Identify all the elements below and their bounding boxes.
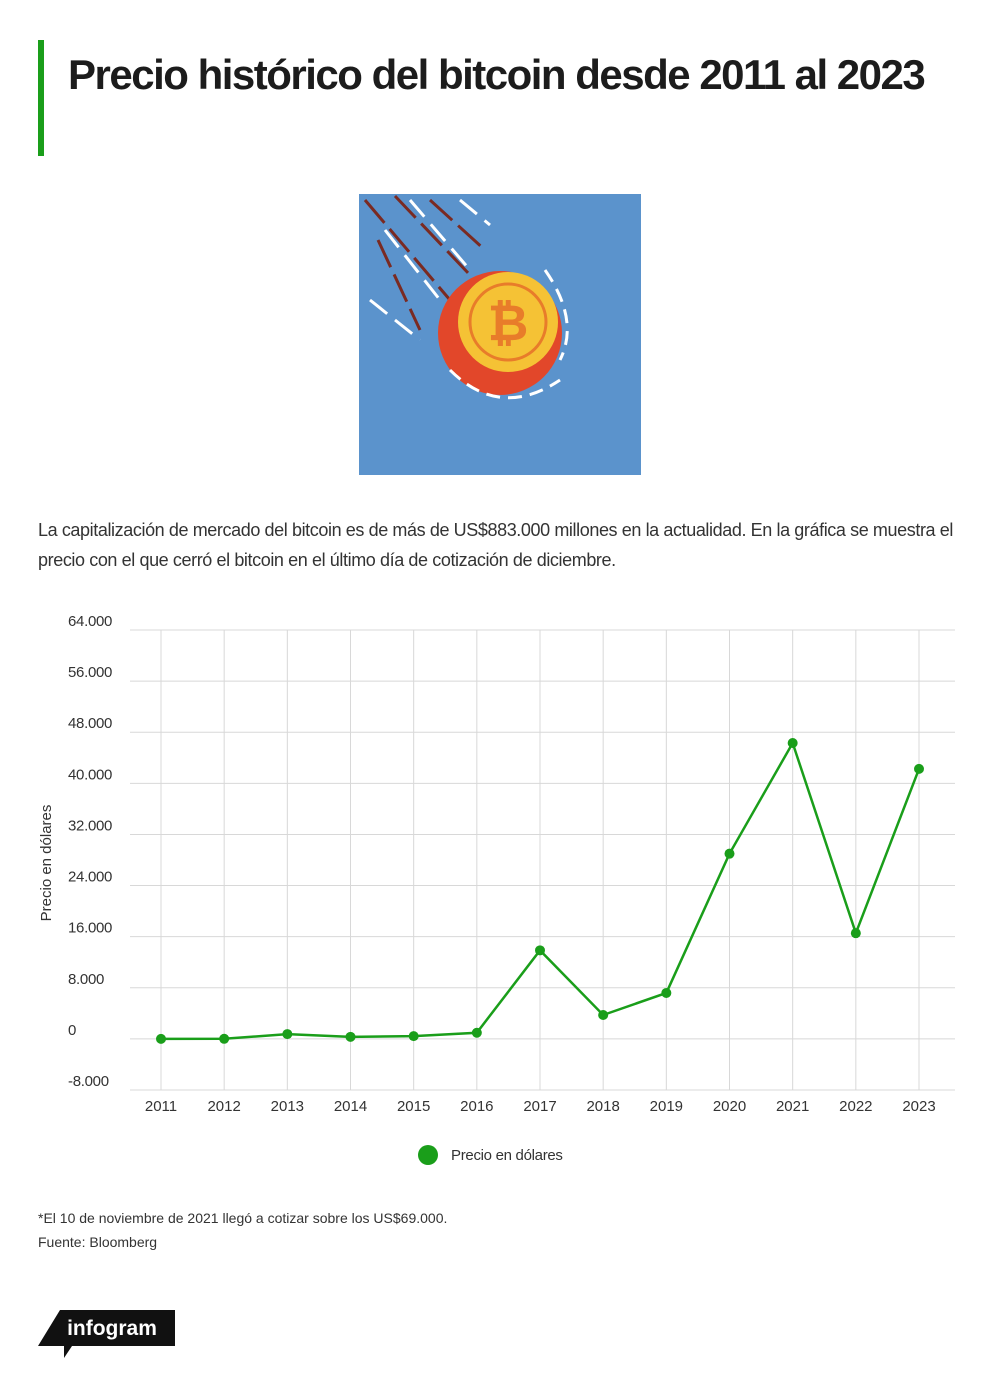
title-box: Precio histórico del bitcoin desde 2011 …: [68, 51, 926, 98]
logo-text: infogram: [67, 1317, 157, 1340]
x-tick-label: 2015: [397, 1098, 430, 1115]
legend-label: Precio en dólares: [451, 1147, 563, 1164]
y-tick-label: 16.000: [68, 920, 112, 937]
x-tick-label: 2011: [145, 1098, 177, 1115]
x-tick-label: 2017: [523, 1098, 556, 1115]
y-tick-label: 32.000: [68, 817, 112, 834]
data-point: [661, 987, 672, 998]
data-point: [345, 1031, 356, 1042]
source: Fuente: Bloomberg: [38, 1234, 157, 1250]
description: La capitalización de mercado del bitcoin…: [38, 520, 953, 570]
x-tick-label: 2012: [207, 1098, 240, 1115]
data-point: [156, 1033, 166, 1044]
y-axis-label: Precio en dólares: [38, 805, 55, 922]
chart: -8.000 0 8.000 16.000 24.000 32.000 40.000 48.0…: [38, 613, 955, 1165]
data-point: [535, 945, 545, 956]
x-tick-label: 2019: [650, 1098, 683, 1115]
y-tick-label: 48.000: [68, 715, 112, 732]
data-point: [787, 738, 798, 749]
data-point: [408, 1031, 419, 1042]
logo: infogram: [38, 1310, 175, 1358]
data-point: [598, 1009, 609, 1020]
x-tick-label: 2021: [776, 1098, 809, 1115]
data-point: [471, 1027, 482, 1038]
y-tick-label: 24.000: [68, 869, 112, 886]
data-point: [282, 1029, 293, 1040]
data-point: [219, 1033, 230, 1044]
y-tick-label: -8.000: [68, 1073, 109, 1090]
x-tick-label: 2020: [713, 1098, 746, 1115]
x-tick-label: 2022: [839, 1098, 872, 1115]
svg-text:₿: ₿: [488, 295, 529, 351]
y-tick-label: 40.000: [68, 766, 112, 783]
x-tick-label: 2013: [271, 1098, 304, 1115]
y-tick-label: 56.000: [68, 664, 112, 681]
title: Precio histórico del bitcoin desde 2011 …: [68, 51, 926, 98]
data-point: [914, 763, 924, 774]
x-tick-label: 2016: [460, 1098, 493, 1115]
x-tick-label: 2018: [586, 1098, 619, 1115]
y-tick-label: 0: [68, 1022, 76, 1039]
x-tick-label: 2014: [334, 1098, 367, 1115]
y-tick-label: 8.000: [68, 971, 104, 988]
y-tick-label: 64.000: [68, 613, 112, 630]
data-point: [724, 848, 735, 859]
description-box: La capitalización de mercado del bitcoin…: [38, 520, 953, 570]
accent-bar: [38, 40, 44, 156]
legend-marker: [418, 1145, 438, 1165]
footnote: *El 10 de noviembre de 2021 llegó a coti…: [38, 1210, 447, 1226]
illustration: ₿: [359, 194, 641, 475]
data-point: [850, 928, 861, 939]
x-tick-label: 2023: [902, 1098, 935, 1115]
